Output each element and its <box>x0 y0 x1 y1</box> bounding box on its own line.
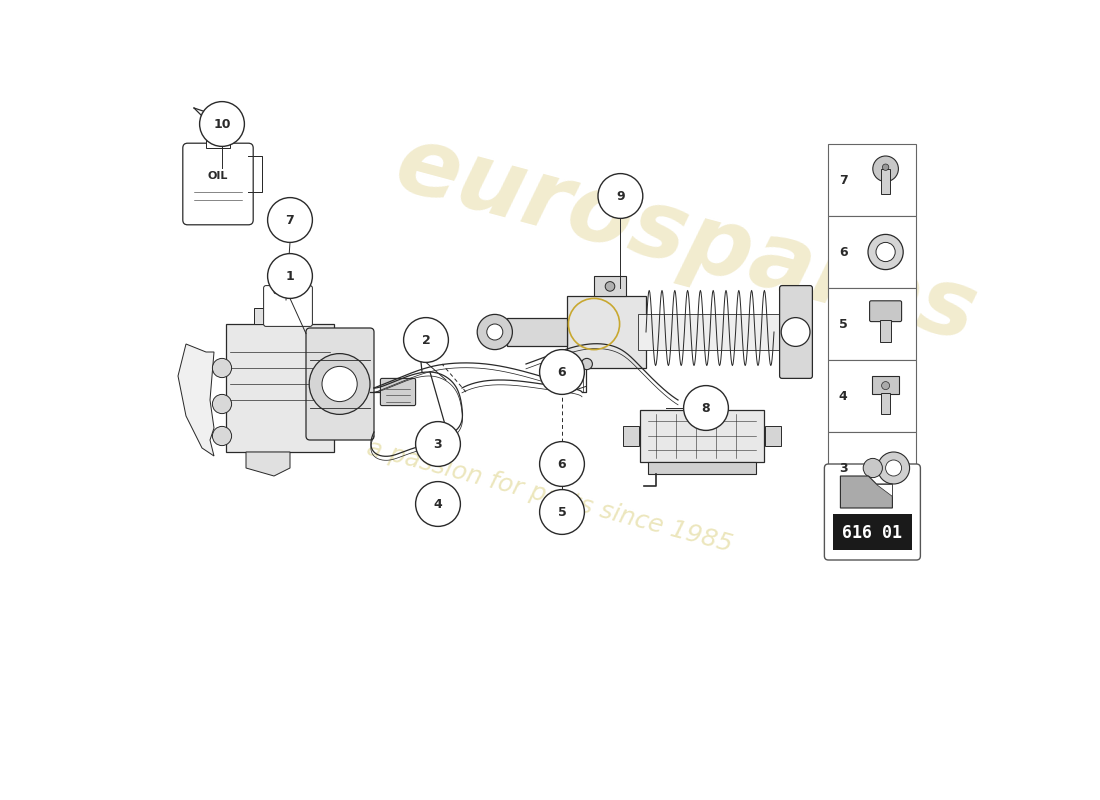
Text: 7: 7 <box>286 214 295 226</box>
Circle shape <box>416 422 461 466</box>
Circle shape <box>309 354 370 414</box>
Bar <box>764 426 781 446</box>
FancyBboxPatch shape <box>226 324 334 452</box>
FancyBboxPatch shape <box>872 376 899 394</box>
FancyBboxPatch shape <box>264 286 312 326</box>
FancyBboxPatch shape <box>381 378 416 406</box>
Bar <box>828 144 916 216</box>
Bar <box>881 169 890 194</box>
Bar <box>828 432 916 504</box>
FancyBboxPatch shape <box>824 464 921 560</box>
Circle shape <box>212 426 232 446</box>
Circle shape <box>581 358 593 370</box>
FancyBboxPatch shape <box>870 301 902 322</box>
Text: 4: 4 <box>839 390 848 402</box>
Circle shape <box>415 349 425 358</box>
Circle shape <box>212 394 232 414</box>
Text: 6: 6 <box>558 458 566 470</box>
Polygon shape <box>246 452 290 476</box>
Text: 10: 10 <box>213 118 231 130</box>
Circle shape <box>477 314 513 350</box>
Text: 5: 5 <box>839 318 848 330</box>
Circle shape <box>683 386 728 430</box>
Circle shape <box>872 156 899 182</box>
Circle shape <box>882 164 889 170</box>
Text: 3: 3 <box>839 462 847 474</box>
Circle shape <box>416 482 461 526</box>
Bar <box>624 426 639 446</box>
Text: 7: 7 <box>839 174 848 186</box>
Circle shape <box>868 234 903 270</box>
Text: OIL: OIL <box>208 171 228 181</box>
Bar <box>828 216 916 288</box>
Circle shape <box>267 254 312 298</box>
Text: 1: 1 <box>286 270 295 282</box>
Text: 3: 3 <box>433 438 442 450</box>
Circle shape <box>540 350 584 394</box>
Text: a passion for parts since 1985: a passion for parts since 1985 <box>364 435 736 557</box>
Text: 5: 5 <box>558 506 566 518</box>
Text: 9: 9 <box>616 190 625 202</box>
Circle shape <box>199 102 244 146</box>
Circle shape <box>598 174 642 218</box>
Circle shape <box>876 242 895 262</box>
FancyBboxPatch shape <box>183 143 253 225</box>
Bar <box>828 288 916 360</box>
FancyBboxPatch shape <box>640 410 764 462</box>
Polygon shape <box>840 476 892 508</box>
Bar <box>828 360 916 432</box>
Circle shape <box>487 324 503 340</box>
Polygon shape <box>877 484 892 496</box>
FancyBboxPatch shape <box>594 276 626 296</box>
Polygon shape <box>254 308 290 324</box>
Circle shape <box>267 198 312 242</box>
Circle shape <box>864 458 882 478</box>
Bar <box>648 462 756 474</box>
Circle shape <box>781 318 810 346</box>
Circle shape <box>322 366 358 402</box>
Polygon shape <box>178 344 215 456</box>
Bar <box>206 120 230 148</box>
Bar <box>881 393 890 414</box>
Text: eurospares: eurospares <box>385 118 987 362</box>
Circle shape <box>881 382 890 390</box>
Text: 4: 4 <box>433 498 442 510</box>
Circle shape <box>886 460 902 476</box>
Circle shape <box>540 490 584 534</box>
FancyBboxPatch shape <box>306 328 374 440</box>
Bar <box>566 296 646 368</box>
Bar <box>507 318 566 346</box>
FancyBboxPatch shape <box>780 286 813 378</box>
Circle shape <box>404 318 449 362</box>
Text: 6: 6 <box>558 366 566 378</box>
Text: 616 01: 616 01 <box>843 524 902 542</box>
Text: 8: 8 <box>702 402 711 414</box>
Circle shape <box>605 282 615 291</box>
Text: 6: 6 <box>839 246 847 258</box>
Bar <box>880 320 891 342</box>
Bar <box>638 314 782 350</box>
Circle shape <box>212 358 232 378</box>
Circle shape <box>540 442 584 486</box>
Circle shape <box>431 422 444 434</box>
FancyBboxPatch shape <box>274 276 301 294</box>
Text: 2: 2 <box>421 334 430 346</box>
Circle shape <box>878 452 910 484</box>
Bar <box>833 514 912 550</box>
